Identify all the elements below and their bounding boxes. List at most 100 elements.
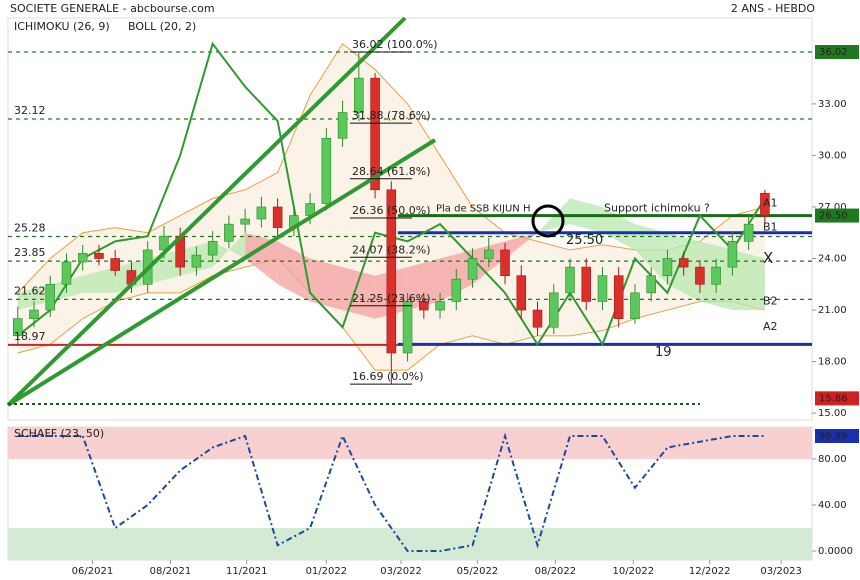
candle-body — [77, 253, 88, 263]
candle-body — [451, 278, 462, 302]
ichimoku-cloud — [17, 284, 51, 311]
fib-label: 21.25 (23.6%) — [352, 292, 431, 305]
candle-body — [207, 241, 218, 256]
candle-body — [321, 137, 332, 204]
candle-body — [695, 266, 705, 285]
y-tick-label: 15.00 — [818, 408, 847, 419]
candle-body — [419, 301, 429, 311]
x-tick-label: 03/2023 — [760, 566, 802, 577]
schaff-title: SCHAFF (23, 50) — [14, 427, 104, 440]
label-layer: SOCIETE GENERALE - abcbourse.com 2 ANS - … — [10, 2, 859, 577]
candle-body — [743, 223, 754, 242]
fib-label: 16.69 (0.0%) — [352, 370, 424, 383]
candle-body — [760, 192, 770, 216]
price-box-label: 26.50 — [819, 211, 848, 222]
highlight-circle — [531, 204, 565, 238]
value-box — [815, 428, 859, 443]
candle-body — [727, 241, 738, 268]
ichimoku-cloud — [277, 241, 311, 302]
price-box — [815, 45, 859, 60]
candle-body — [597, 275, 608, 302]
candle-body — [256, 206, 267, 220]
price-box-label: 15.86 — [819, 393, 848, 404]
candle-body — [12, 318, 23, 337]
schaff-zone — [8, 528, 812, 560]
candle-body — [110, 258, 120, 271]
candle-body — [662, 258, 673, 276]
x-tick-label: 05/2022 — [457, 566, 499, 577]
candle-body — [516, 275, 527, 311]
candle-body — [240, 218, 250, 225]
wave-label: B2 — [763, 294, 778, 307]
candle-body — [565, 266, 575, 294]
x-tick-label: 08/2021 — [150, 566, 192, 577]
ichimoku-cloud — [212, 232, 246, 268]
candle-body — [61, 261, 72, 285]
candle-body — [354, 77, 364, 113]
horizontal-line-label: Support ichimoku ? — [604, 202, 710, 215]
y-tick-label: 27.00 — [818, 202, 847, 213]
y-tick-label: 0.0000 — [818, 546, 853, 557]
ichimoku-cloud — [732, 249, 765, 311]
indicator-label: BOLL (20, 2) — [128, 20, 196, 33]
candle-body — [370, 77, 380, 191]
x-tick-label: 12/2022 — [689, 566, 731, 577]
ichimoku-cloud — [82, 267, 116, 293]
candle-body — [613, 275, 624, 319]
ichimoku-cloud — [245, 232, 278, 285]
ichimoku-cloud — [310, 258, 343, 311]
candle-body — [402, 301, 413, 354]
indicator-label: ICHIMOKU (26, 9) — [14, 20, 110, 33]
y-tick-label: 80.00 — [818, 454, 847, 465]
candle-body — [29, 309, 39, 319]
candle-body — [159, 235, 169, 251]
candle-body — [484, 249, 494, 259]
horizontal-line-label: 19 — [655, 345, 672, 360]
candle-body — [272, 206, 283, 228]
fib-label: 24.07 (38.2%) — [352, 243, 431, 256]
horizontal-line-label: 25.50 — [566, 233, 603, 248]
candle-body — [532, 309, 543, 328]
candle-body — [711, 266, 721, 285]
x-tick-label: 08/2022 — [535, 566, 577, 577]
channel-upper — [6, 16, 407, 407]
chart-subtitle: 2 ANS - HEBDO — [731, 2, 815, 15]
level-label: 18.97 — [14, 330, 46, 343]
ichimoku-cloud — [602, 206, 635, 250]
price-box — [815, 391, 859, 406]
x-tick-label: 01/2022 — [306, 566, 348, 577]
y-tick-label: 40.00 — [818, 500, 847, 511]
candle-body — [467, 258, 478, 280]
candle-body — [191, 254, 202, 268]
price-box-label: 36.02 — [819, 47, 848, 58]
candle-body — [94, 253, 104, 259]
price-box — [815, 208, 859, 223]
candle-body — [630, 292, 640, 319]
ichimoku-cloud — [634, 224, 668, 285]
x-tick-label: 06/2021 — [72, 566, 114, 577]
value-box-label: 99.99 — [819, 431, 848, 442]
candle-body — [435, 301, 445, 311]
fib-label: 31.88 (78.6%) — [352, 109, 431, 122]
y-tick-label: 18.00 — [818, 357, 847, 368]
y-tick-label: 21.00 — [818, 305, 847, 316]
fib-label: 26.36 (50.0%) — [352, 204, 431, 217]
candle-body — [581, 266, 591, 302]
candle-body — [548, 292, 559, 328]
schaff-line — [17, 432, 765, 553]
candle-body — [646, 275, 656, 294]
wave-label: X — [763, 249, 773, 267]
level-label: 25.28 — [14, 222, 46, 235]
candle-body — [500, 249, 510, 276]
candle-body — [337, 112, 348, 139]
y-tick-label: 24.00 — [818, 254, 847, 265]
wave-label: A2 — [763, 320, 778, 333]
annotation: Pla de SSB KIJUN H — [436, 204, 530, 215]
candle-body — [45, 283, 55, 311]
x-tick-label: 10/2022 — [613, 566, 655, 577]
chart-title: SOCIETE GENERALE - abcbourse.com — [10, 2, 215, 15]
level-label: 23.85 — [14, 246, 46, 259]
wave-label: B1 — [763, 221, 778, 234]
candle-body — [224, 223, 234, 242]
